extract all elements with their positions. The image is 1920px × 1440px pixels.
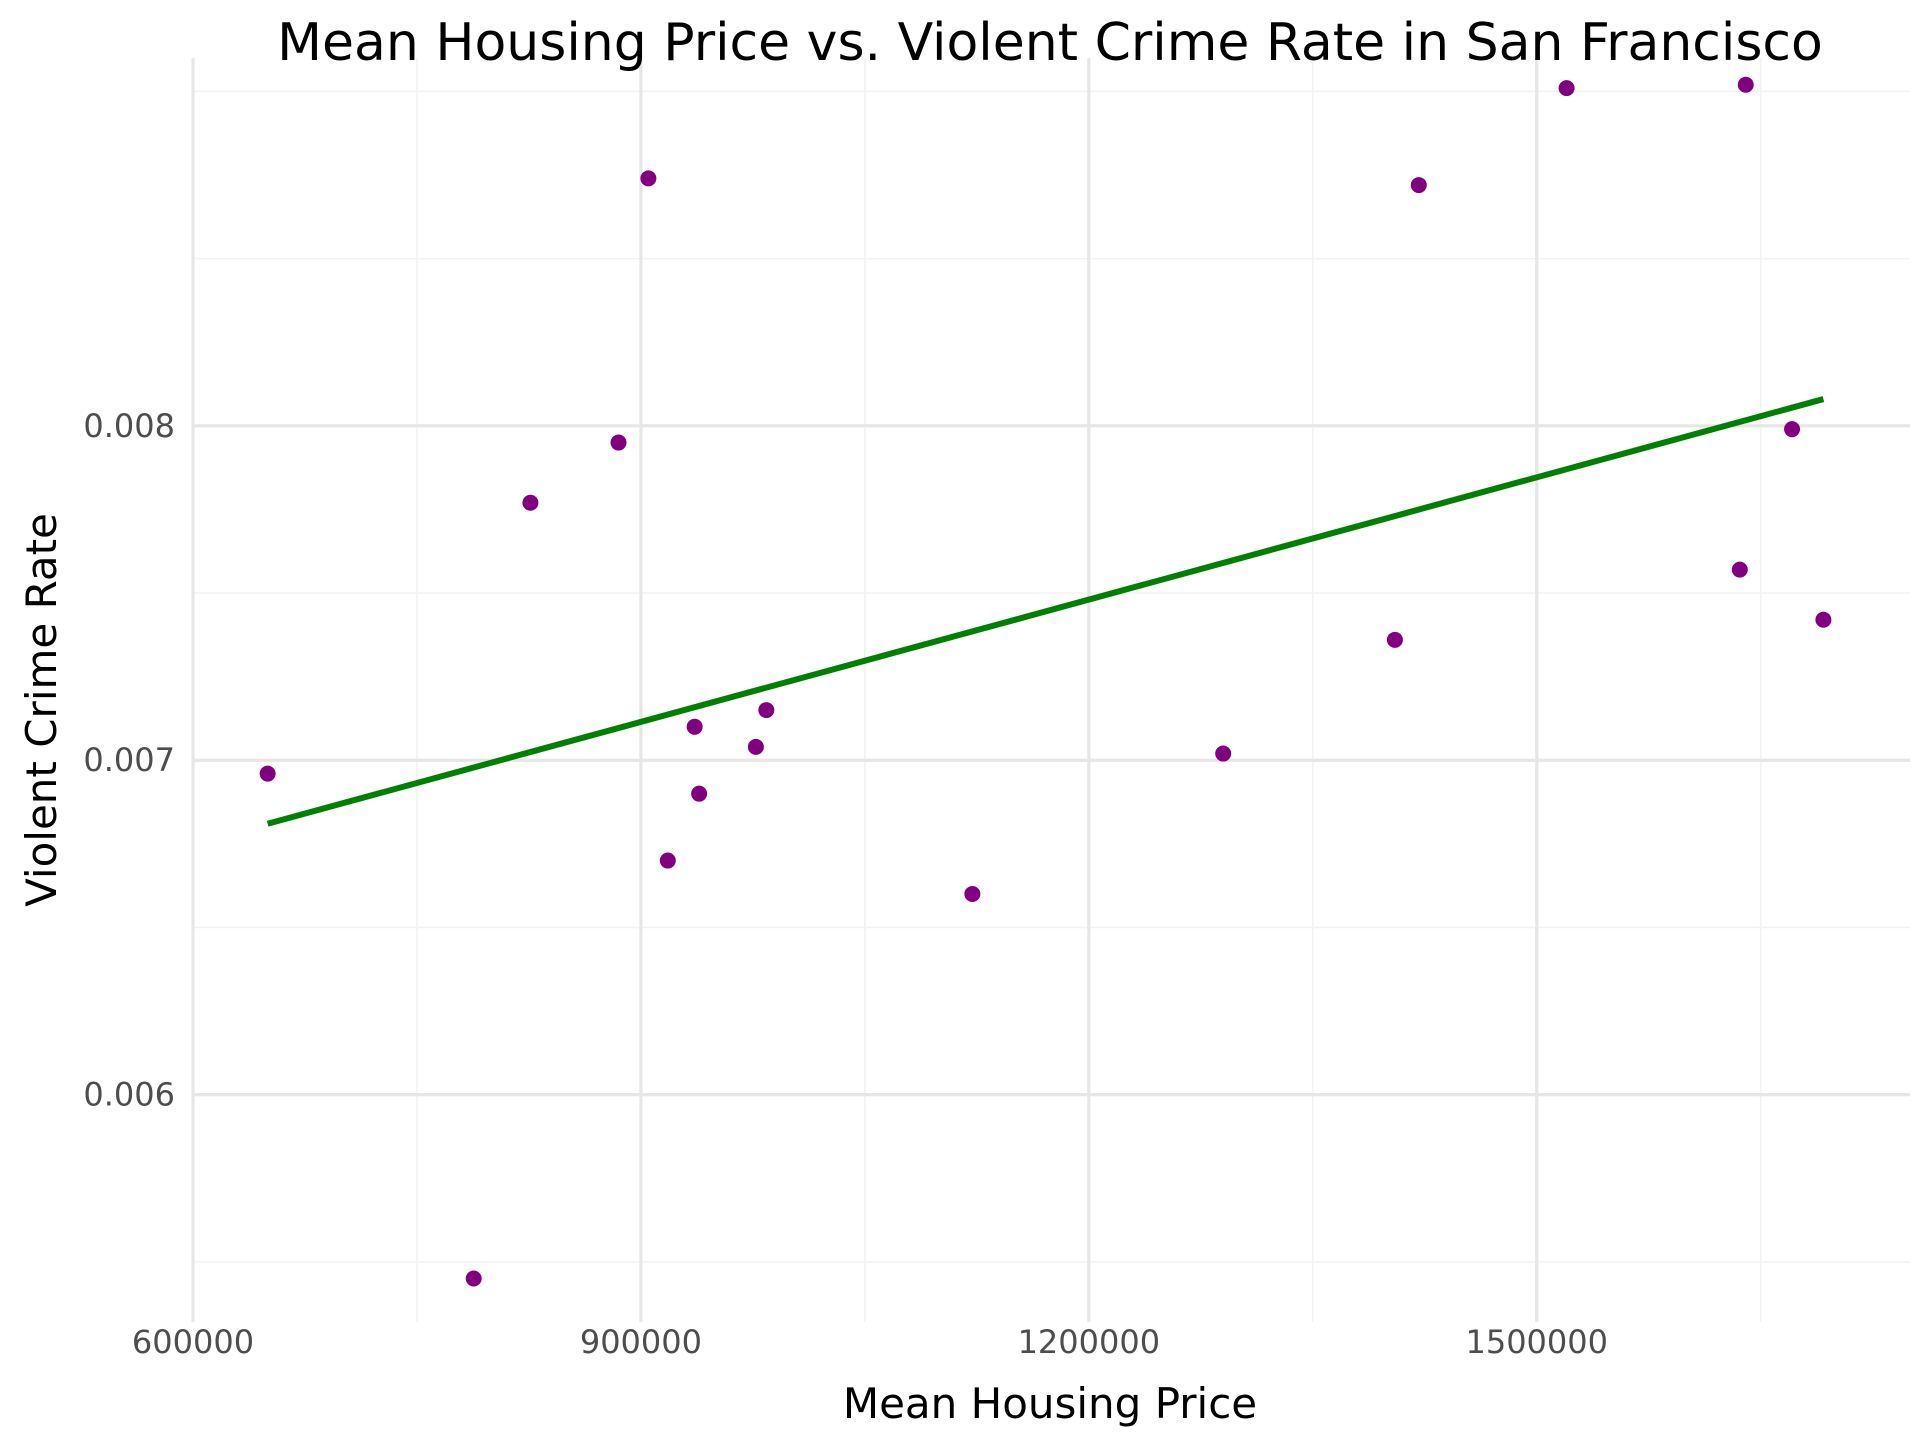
y-tick-label: 0.006	[83, 1076, 175, 1114]
data-point	[1386, 631, 1403, 648]
major-grid	[191, 58, 1910, 1322]
trend-line	[266, 396, 1825, 827]
data-point	[1815, 611, 1832, 628]
x-axis-ticks: 600000 900000 1200000 1500000	[132, 1323, 1608, 1361]
data-point	[610, 434, 627, 451]
x-tick-label: 600000	[132, 1323, 254, 1361]
minor-grid	[193, 58, 1910, 1322]
data-points	[259, 76, 1832, 1287]
y-tick-label: 0.008	[83, 407, 175, 445]
data-point	[1784, 421, 1801, 438]
data-point	[1558, 80, 1575, 97]
data-point	[758, 702, 775, 719]
x-tick-label: 900000	[580, 1323, 702, 1361]
data-point	[465, 1270, 482, 1287]
data-point	[964, 885, 981, 902]
data-point	[640, 170, 657, 187]
y-tick-label: 0.007	[83, 741, 175, 779]
data-point	[747, 738, 764, 755]
x-tick-label: 1200000	[1018, 1323, 1161, 1361]
y-axis-ticks: 0.006 0.007 0.008	[83, 407, 175, 1114]
data-point	[1215, 745, 1232, 762]
trend-line-layer	[266, 396, 1825, 827]
data-point	[686, 718, 703, 735]
x-axis-title: Mean Housing Price	[843, 1379, 1257, 1428]
x-tick-label: 1500000	[1465, 1323, 1608, 1361]
data-point	[1737, 76, 1754, 93]
data-point	[659, 852, 676, 869]
y-axis-title: Violent Crime Rate	[17, 513, 66, 907]
data-point	[522, 494, 539, 511]
data-point	[1731, 561, 1748, 578]
data-point	[259, 765, 276, 782]
data-point	[1410, 177, 1427, 194]
chart-title: Mean Housing Price vs. Violent Crime Rat…	[277, 13, 1823, 73]
data-point	[691, 785, 708, 802]
